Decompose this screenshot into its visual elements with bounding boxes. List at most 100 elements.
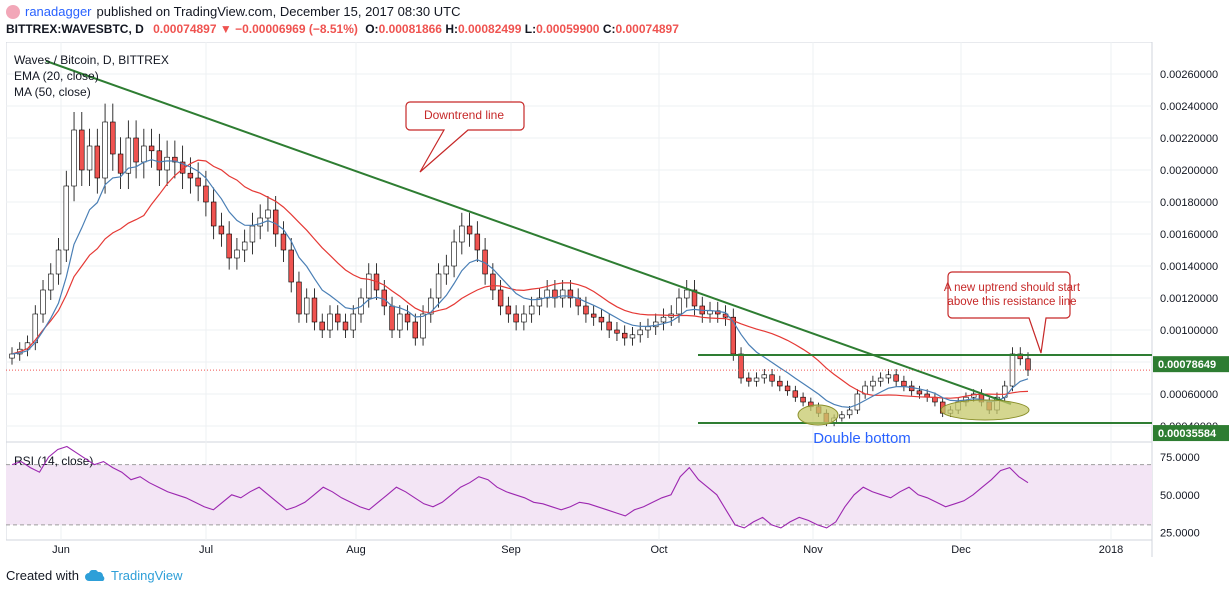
candle-body bbox=[241, 241, 248, 251]
price-change: −0.00006969 (−8.51%) bbox=[235, 22, 358, 36]
candle-body bbox=[893, 374, 899, 382]
open-value: 0.00081866 bbox=[378, 22, 442, 36]
time-tick-label: Aug bbox=[346, 544, 366, 556]
candle-body bbox=[71, 129, 77, 187]
rsi-axis-ticks: 75.0000 50.0000 25.0000 bbox=[1160, 452, 1200, 539]
candle-body bbox=[567, 289, 574, 299]
ohlc-line: BITTREX:WAVESBTC, D 0.00074897 ▼ −0.0000… bbox=[6, 22, 679, 36]
candle-body bbox=[877, 377, 884, 382]
candle-body bbox=[622, 332, 628, 339]
candle-body bbox=[79, 129, 85, 171]
time-tick-label: Oct bbox=[650, 544, 667, 556]
candle-body bbox=[769, 374, 775, 382]
footer: Created with TradingView bbox=[6, 568, 183, 583]
candle-body bbox=[691, 289, 698, 307]
price-label-box bbox=[1153, 425, 1229, 442]
candle-body bbox=[133, 137, 139, 163]
candle-body bbox=[629, 334, 636, 339]
candle-body bbox=[885, 374, 892, 379]
candle-body bbox=[490, 273, 496, 291]
candle-body bbox=[117, 153, 124, 174]
price-label-text: 0.00035584 bbox=[1158, 428, 1217, 440]
candle-body bbox=[55, 249, 62, 275]
rsi-band-fill bbox=[6, 464, 1152, 525]
downtrend-annotation[interactable]: Downtrend line bbox=[405, 101, 525, 173]
chart-area[interactable]: Downtrend line A new uptrend should star… bbox=[5, 41, 1230, 557]
candle-body bbox=[590, 313, 597, 318]
tradingview-brand: TradingView bbox=[110, 568, 183, 583]
candle-body bbox=[397, 313, 403, 331]
price-axis-ticks: 0.00260000 0.00240000 0.00220000 0.00200000… bbox=[1160, 69, 1218, 433]
rsi-tick-label: 75.0000 bbox=[1160, 452, 1200, 464]
downtrend-label: Downtrend line bbox=[424, 108, 504, 122]
rsi-band bbox=[6, 464, 1152, 526]
candle-body bbox=[753, 377, 760, 382]
open-label: O: bbox=[365, 22, 379, 36]
candle-body bbox=[839, 414, 845, 419]
candle-body bbox=[614, 329, 620, 334]
price-tick-label: 0.00160000 bbox=[1160, 229, 1218, 241]
publisher-username[interactable]: ranadagger bbox=[25, 4, 92, 19]
candle-body bbox=[684, 289, 690, 299]
candle-body bbox=[63, 185, 69, 251]
candle-body bbox=[521, 313, 527, 323]
candle-body bbox=[404, 313, 411, 323]
candle-body bbox=[800, 396, 806, 403]
candle-body bbox=[257, 217, 263, 227]
down-arrow-icon: ▼ bbox=[219, 22, 232, 36]
candle-body bbox=[9, 353, 15, 359]
candle-body bbox=[366, 273, 372, 299]
price-tick-label: 0.00140000 bbox=[1160, 261, 1218, 273]
candle-body bbox=[172, 156, 178, 163]
candle-body bbox=[48, 273, 54, 291]
candle-body bbox=[265, 209, 271, 219]
candle-body bbox=[854, 393, 861, 411]
candle-body bbox=[125, 137, 132, 174]
chart-header: ranadagger published on TradingView.com,… bbox=[0, 0, 1230, 42]
candle-body bbox=[916, 390, 923, 395]
candle-body bbox=[746, 377, 752, 382]
candle-body bbox=[544, 289, 550, 299]
candle-body bbox=[536, 297, 543, 307]
time-tick-label: 2018 bbox=[1099, 544, 1123, 556]
candle-body bbox=[218, 225, 225, 235]
candle-body bbox=[870, 380, 876, 387]
candle-body bbox=[901, 380, 907, 387]
candle-body bbox=[164, 156, 170, 171]
publisher-text: published on TradingView.com, December 1… bbox=[96, 4, 461, 19]
uptrend-annotation[interactable]: A new uptrend should start above this re… bbox=[944, 271, 1081, 354]
time-tick-label: Jul bbox=[199, 544, 213, 556]
uptrend-callout bbox=[947, 271, 1071, 354]
double-bottom-label: Double bottom bbox=[813, 430, 911, 447]
chart-svg[interactable]: Downtrend line A new uptrend should star… bbox=[5, 41, 1230, 557]
avatar bbox=[6, 4, 20, 19]
price-tick-label: 0.00200000 bbox=[1160, 165, 1218, 177]
candle-body bbox=[846, 409, 853, 416]
price-pane bbox=[5, 41, 1153, 443]
candle-body bbox=[784, 385, 791, 392]
downtrend-line[interactable] bbox=[45, 60, 1012, 405]
candle-body bbox=[443, 265, 450, 275]
candle-body bbox=[1025, 358, 1031, 371]
candle-body bbox=[94, 145, 101, 179]
candle-body bbox=[559, 289, 566, 299]
downtrend-callout bbox=[405, 101, 525, 173]
high-value: 0.00082499 bbox=[457, 22, 522, 36]
uptrend-label-line-2: above this resistance line bbox=[947, 296, 1076, 308]
candle-body bbox=[327, 313, 333, 331]
candle-body bbox=[311, 297, 318, 323]
price-tick-label: 0.00240000 bbox=[1160, 101, 1218, 113]
rsi-tick-label: 50.0000 bbox=[1160, 490, 1200, 502]
time-tick-label: Jun bbox=[52, 544, 70, 556]
close-label: C: bbox=[602, 22, 616, 36]
tradingview-logo[interactable]: TradingView bbox=[84, 568, 183, 583]
candle-body bbox=[598, 316, 605, 323]
candle-body bbox=[428, 297, 434, 315]
candle-body bbox=[637, 329, 643, 336]
candle-body bbox=[234, 249, 240, 259]
candle-body bbox=[335, 313, 341, 323]
candle-body bbox=[210, 201, 217, 227]
candle-body bbox=[420, 313, 426, 339]
candles bbox=[9, 103, 1031, 427]
candle-body bbox=[304, 297, 310, 315]
